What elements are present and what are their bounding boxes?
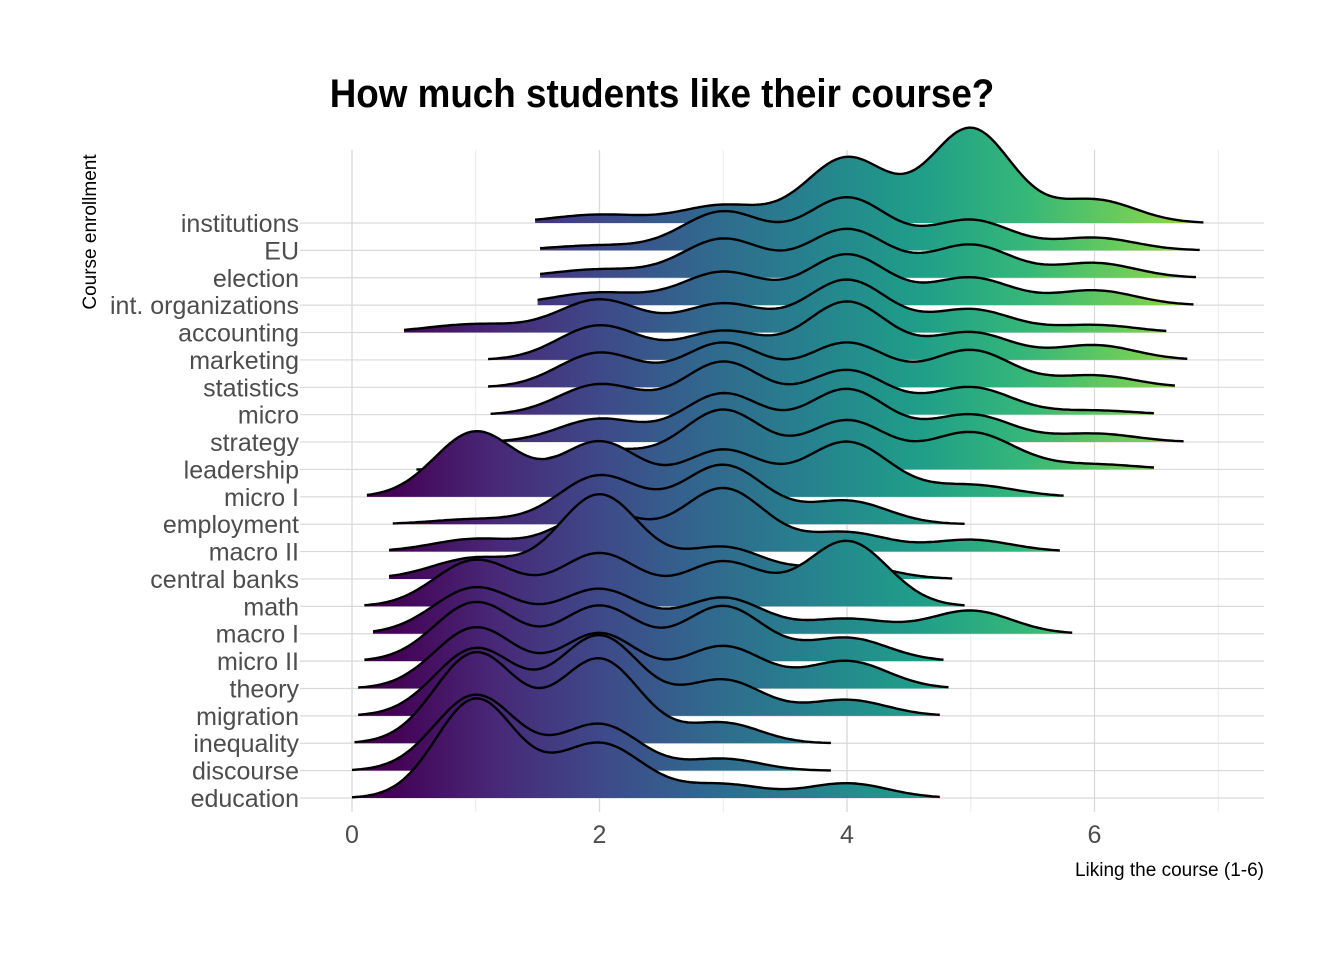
category-label: macro II <box>209 539 299 567</box>
ridge-eu <box>540 196 1200 252</box>
ridge-fill <box>488 301 1188 360</box>
category-label: micro II <box>217 648 299 676</box>
category-label: statistics <box>203 374 299 402</box>
ridge-outline <box>403 278 1167 333</box>
ridges <box>351 126 1204 799</box>
category-label: EU <box>264 237 299 265</box>
x-tick-label: 4 <box>840 821 854 849</box>
ridge-micro <box>490 360 1154 415</box>
category-label: macro I <box>216 621 299 649</box>
ridge-fill <box>490 388 1184 443</box>
category-label: inequality <box>193 730 299 758</box>
ridge-outline <box>358 626 949 689</box>
category-label: central banks <box>150 566 299 594</box>
y-axis-title: Course enrollment <box>80 154 101 310</box>
x-tick-label: 2 <box>593 821 607 849</box>
y-axis-labels: educationdiscourseinequalitymigrationthe… <box>110 210 300 813</box>
x-tick-label: 0 <box>345 821 359 849</box>
ridge-institutions <box>534 126 1204 224</box>
ridge-fill <box>389 494 953 579</box>
ridge-outline <box>372 585 1073 634</box>
category-label: discourse <box>192 758 299 786</box>
ridge-outline <box>490 360 1154 415</box>
ridge-fill <box>352 698 940 798</box>
chart-title: How much students like their course? <box>329 72 995 116</box>
ridge-fill <box>490 361 1154 415</box>
category-label: election <box>213 265 299 293</box>
ridge-outline <box>388 486 1060 552</box>
ridge-fill <box>404 279 1167 333</box>
ridge-outline <box>364 600 944 661</box>
ridge-outline <box>366 430 1064 497</box>
category-label: math <box>243 593 299 621</box>
ridge-fill <box>540 228 1196 278</box>
category-label: migration <box>196 703 299 731</box>
category-label: leadership <box>184 456 299 484</box>
category-label: strategy <box>210 429 299 457</box>
category-label: micro <box>238 402 299 430</box>
ridge-election <box>539 227 1197 279</box>
x-axis-title: Liking the course (1-6) <box>1075 860 1264 881</box>
ridge-education <box>351 697 940 799</box>
x-tick-label: 6 <box>1088 821 1102 849</box>
ridge-outline <box>488 300 1188 361</box>
ridge-outline <box>358 633 940 716</box>
ridge-outline <box>392 463 965 525</box>
category-label: accounting <box>178 320 299 348</box>
category-label: theory <box>230 675 300 703</box>
ridge-fill <box>488 342 1175 388</box>
ridge-outline <box>490 387 1184 443</box>
ridge-fill <box>535 127 1204 224</box>
category-label: int. organizations <box>110 292 299 320</box>
ridge-fill <box>366 431 1064 497</box>
category-label: institutions <box>181 210 299 238</box>
category-label: education <box>191 785 299 813</box>
ridge-outline <box>540 196 1200 252</box>
ridge-outline <box>354 650 831 745</box>
ridge-outline <box>351 697 940 799</box>
ridge-strategy <box>490 387 1184 443</box>
ridge-math <box>364 539 965 607</box>
ridge-int-organizations <box>537 253 1194 306</box>
category-label: micro I <box>224 484 299 512</box>
ridge-fill <box>364 540 965 607</box>
ridge-outline <box>534 126 1204 224</box>
category-label: employment <box>163 511 299 539</box>
ridge-statistics <box>488 341 1176 388</box>
ridge-outline <box>537 253 1194 306</box>
ridge-employment <box>392 463 965 525</box>
ridge-fill <box>540 197 1200 251</box>
ridge-marketing <box>488 300 1188 361</box>
ridge-outline <box>488 341 1176 388</box>
category-label: marketing <box>189 347 299 375</box>
ridge-outline <box>364 539 965 607</box>
ridge-micro-i <box>366 430 1064 497</box>
ridge-outline <box>539 227 1197 279</box>
x-axis-ticks: 0 2 4 6 <box>345 821 1101 849</box>
ridge-accounting <box>403 278 1167 333</box>
ridge-outline <box>351 693 831 772</box>
